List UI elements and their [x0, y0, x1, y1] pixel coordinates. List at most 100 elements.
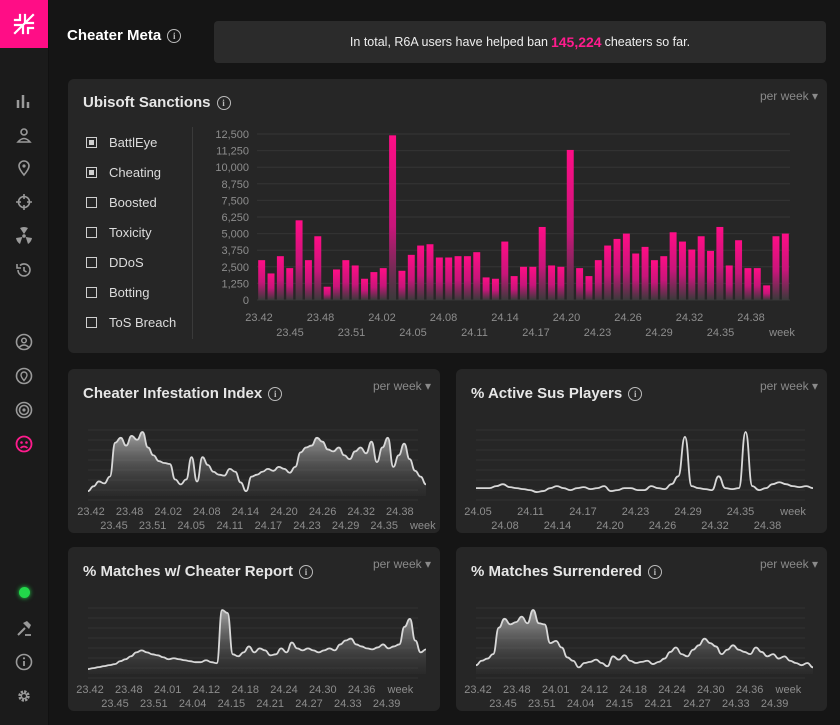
x-tick-label: week [768, 327, 795, 339]
stats-icon[interactable] [14, 91, 34, 111]
x-tick-label: 24.26 [309, 506, 337, 518]
player-icon[interactable] [14, 125, 34, 145]
location-circle-icon[interactable] [14, 366, 34, 386]
bar [435, 257, 443, 300]
filter-checkbox[interactable] [86, 137, 97, 148]
x-tick-label: 24.11 [517, 506, 544, 518]
bar [286, 268, 294, 300]
x-tick-label: 23.51 [139, 520, 167, 532]
x-tick-label: 24.12 [193, 684, 221, 696]
x-tick-label: 24.05 [177, 520, 205, 532]
filter-battleye[interactable]: BattlEye [86, 135, 157, 150]
bar [557, 266, 565, 300]
bar [501, 241, 509, 300]
crosshair-icon[interactable] [14, 192, 34, 212]
history-icon[interactable] [14, 260, 34, 280]
cheater-report-area-chart: 23.42 23.48 24.01 24.12 24.18 24.24 24.30 24.36… [76, 607, 427, 710]
info-icon[interactable] [14, 652, 34, 672]
filter-ddos[interactable]: DDoS [86, 255, 144, 270]
filter-botting[interactable]: Botting [86, 285, 149, 300]
x-tick-label: 24.29 [645, 327, 673, 339]
info-icon[interactable]: i [268, 386, 283, 401]
x-tick-label: 23.45 [101, 698, 129, 710]
filter-checkbox[interactable] [86, 227, 97, 238]
x-tick-label: 23.42 [245, 312, 273, 324]
bar [725, 265, 733, 300]
hammer-icon[interactable] [14, 618, 34, 638]
x-tick-label: 24.02 [154, 506, 182, 518]
x-tick-label: 24.30 [697, 684, 725, 696]
x-tick-label: 24.05 [464, 506, 492, 518]
bar [707, 250, 714, 300]
period-dropdown[interactable]: per week ▾ [759, 557, 818, 571]
filter-cheating[interactable]: Cheating [86, 165, 161, 180]
info-icon[interactable]: i [647, 564, 662, 579]
bar [379, 268, 387, 300]
x-tick-label: 24.29 [674, 506, 702, 518]
filter-checkbox[interactable] [86, 287, 97, 298]
bar [594, 260, 602, 300]
bar [491, 278, 499, 300]
settings-gear-icon[interactable] [14, 686, 34, 706]
period-dropdown[interactable]: per week ▾ [759, 379, 818, 393]
y-tick-label: 12,500 [215, 129, 249, 141]
x-tick-label: 24.20 [553, 312, 581, 324]
x-tick-label: week [409, 520, 436, 532]
filter-checkbox[interactable] [86, 317, 97, 328]
cheater-meta-icon[interactable] [14, 434, 34, 454]
y-tick-label: 2,500 [221, 262, 249, 274]
x-tick-label: 24.20 [270, 506, 298, 518]
profile-circle-icon[interactable] [14, 332, 34, 352]
filter-tos-breach[interactable]: ToS Breach [86, 315, 176, 330]
banner-prefix: In total, R6A users have helped ban [349, 35, 548, 49]
period-dropdown[interactable]: per week ▾ [759, 89, 818, 103]
filter-toxicity[interactable]: Toxicity [86, 225, 152, 240]
x-tick-label: 24.01 [542, 684, 570, 696]
x-tick-label: 24.38 [737, 312, 765, 324]
bar [576, 268, 584, 300]
info-icon[interactable]: i [628, 386, 643, 401]
x-tick-label: 24.33 [334, 698, 362, 710]
bar [407, 254, 415, 300]
bar [697, 236, 705, 300]
x-tick-label: 24.20 [596, 520, 624, 532]
bar [314, 236, 322, 300]
period-dropdown[interactable]: per week ▾ [372, 557, 431, 571]
radiation-icon[interactable] [14, 226, 34, 246]
surrendered-card: % Matches Surrendered i per week ▾ 23.42… [456, 547, 827, 711]
x-tick-label: 24.26 [614, 312, 642, 324]
x-tick-label: 24.23 [293, 520, 321, 532]
info-icon[interactable]: i [167, 28, 182, 43]
banner-count: 145,224 [550, 34, 602, 50]
filter-label: BattlEye [109, 135, 158, 150]
x-tick-label: 24.11 [216, 520, 243, 532]
logo-icon [13, 13, 35, 35]
map-pin-icon[interactable] [14, 158, 34, 178]
app-logo[interactable] [0, 0, 48, 48]
x-tick-label: 23.45 [276, 327, 304, 339]
x-tick-label: 23.42 [464, 684, 492, 696]
info-icon[interactable]: i [299, 564, 314, 579]
sanctions-bar-chart: 12,500 11,250 10,000 8,750 7,500 6,250 5,000 3,… [215, 129, 795, 339]
x-tick-label: 24.29 [332, 520, 360, 532]
filter-checkbox[interactable] [86, 257, 97, 268]
x-tick-label: 24.32 [347, 506, 375, 518]
target-icon[interactable] [14, 400, 34, 420]
bar [604, 245, 612, 300]
period-dropdown[interactable]: per week ▾ [372, 379, 431, 393]
x-tick-label: 23.48 [503, 684, 531, 696]
filter-checkbox[interactable] [86, 197, 97, 208]
filter-checkbox[interactable] [86, 167, 97, 178]
x-tick-label: 24.35 [370, 520, 398, 532]
filter-label: DDoS [109, 255, 144, 270]
series-line [476, 431, 814, 493]
info-icon[interactable]: i [216, 95, 231, 110]
x-tick-label: week [775, 684, 802, 696]
ban-count-banner: In total, R6A users have helped ban 145,… [214, 21, 826, 63]
card-title-text: % Active Sus Players [471, 385, 623, 402]
x-tick-label: 24.11 [461, 327, 488, 339]
filter-boosted[interactable]: Boosted [86, 195, 157, 210]
x-tick-label: 24.24 [658, 684, 686, 696]
card-title-text: Cheater Infestation Index [83, 385, 263, 402]
bar [763, 285, 771, 300]
